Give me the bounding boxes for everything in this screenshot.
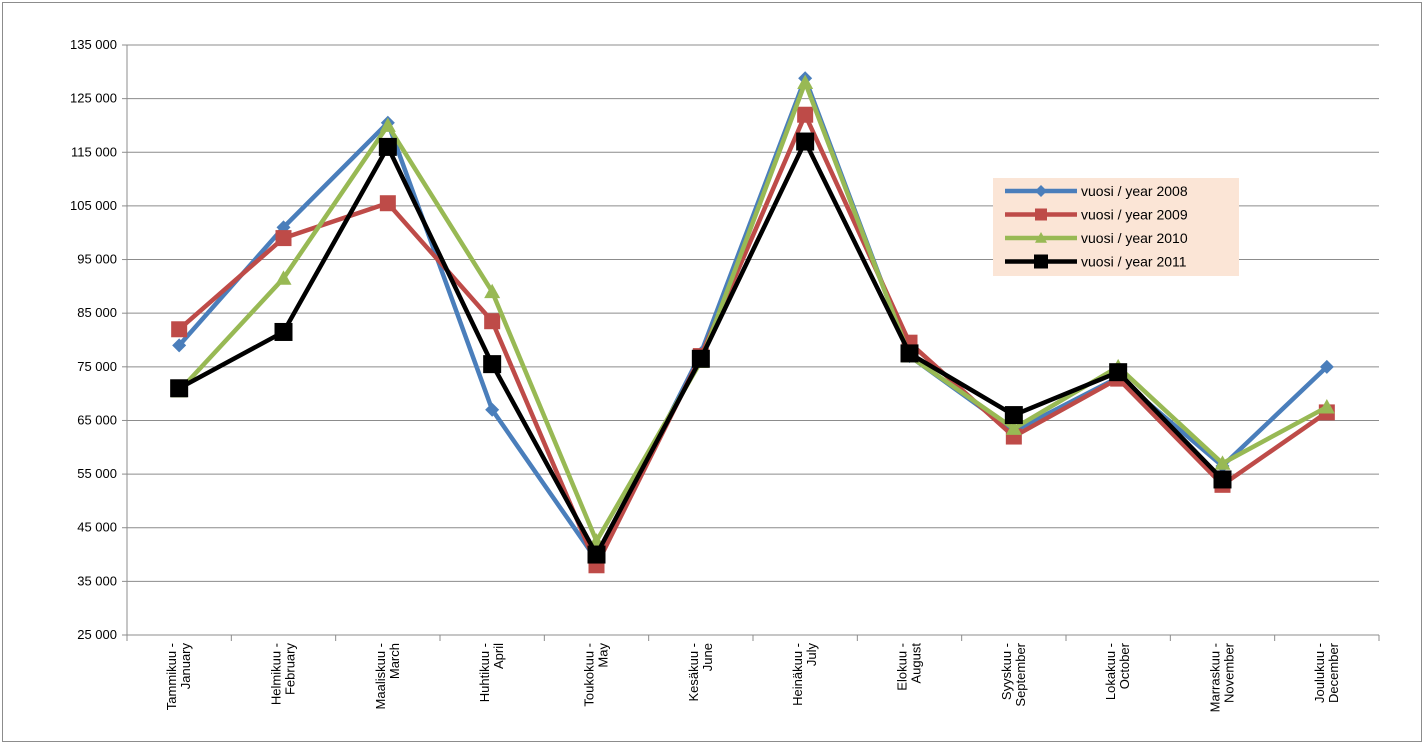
data-point (1005, 420, 1022, 435)
y-tick-label: 135 000 (70, 37, 117, 52)
series-1 (172, 71, 1334, 567)
x-category-label: Toukokuu - May (582, 643, 611, 707)
x-tick-label: July (804, 643, 819, 667)
data-point (171, 321, 188, 338)
data-point (1035, 208, 1047, 221)
y-tick-label: 55 000 (77, 466, 117, 481)
x-tick-label: Helmikuu - (269, 643, 284, 705)
data-point (1035, 232, 1047, 243)
series-3 (171, 74, 1335, 548)
data-point (900, 344, 919, 363)
line-chart: 25 000 35 000 45 000 55 000 65 000 75 000 85 0… (70, 37, 1380, 712)
x-tick-label: November (1222, 642, 1237, 703)
data-point (483, 355, 502, 374)
y-tick-label: 105 000 (70, 198, 117, 213)
data-point (1318, 399, 1335, 414)
x-tick-label: Lokakuu - (1103, 643, 1118, 700)
x-tick-label: October (1117, 642, 1132, 689)
y-tick-label: 25 000 (77, 627, 117, 642)
x-tick-label: March (387, 643, 402, 679)
x-tick-label: January (178, 643, 193, 690)
x-category-label: Syyskuu - September (999, 642, 1028, 706)
data-point (691, 349, 710, 368)
x-category-label: Elokuu - August (895, 643, 924, 691)
legend-label: vuosi / year 2008 (1081, 183, 1188, 199)
x-tick-label: Maaliskuu - (373, 643, 388, 709)
data-point (379, 195, 396, 212)
legend: vuosi / year 2008 vuosi / year 2009 vuosi … (993, 178, 1239, 276)
series-line (176, 80, 1330, 544)
y-tick-label: 35 000 (77, 573, 117, 588)
y-tick-label: 95 000 (77, 252, 117, 267)
x-tick-label: April (491, 643, 506, 669)
series-line (176, 76, 1330, 563)
data-point (1004, 406, 1023, 425)
data-point (1034, 254, 1048, 269)
x-category-label: Tammikuu - January (164, 643, 193, 711)
series-2 (171, 106, 1335, 574)
x-tick-label: Tammikuu - (164, 643, 179, 710)
y-tick-label: 125 000 (70, 91, 117, 106)
x-category-label: Huhtikuu - April (477, 643, 506, 702)
data-point (485, 402, 500, 417)
y-tick-label: 85 000 (77, 305, 117, 320)
x-tick-label: December (1326, 642, 1341, 703)
data-point (796, 132, 815, 151)
x-tick-label: August (909, 643, 924, 684)
y-tick-label: 45 000 (77, 520, 117, 535)
series-4 (170, 132, 1232, 564)
data-point (484, 313, 501, 330)
x-category-label: Heinäkuu - July (790, 643, 819, 706)
series-line (176, 112, 1330, 568)
x-tick-label: September (1013, 642, 1028, 706)
data-point (275, 270, 292, 285)
x-tick-label: Syyskuu - (999, 643, 1014, 700)
data-point (1319, 359, 1334, 374)
axes: 25 000 35 000 45 000 55 000 65 000 75 000 85 0… (70, 37, 1380, 712)
legend-label: vuosi / year 2009 (1081, 207, 1188, 223)
x-tick-label: June (700, 643, 715, 671)
data-point (379, 117, 396, 132)
data-point (170, 379, 189, 398)
x-category-label: Joulukuu - December (1312, 642, 1341, 703)
x-category-label: Lokakuu - October (1103, 642, 1132, 700)
x-category-label: Kesäkuu - June (686, 643, 715, 702)
x-tick-label: February (283, 643, 298, 696)
data-point (275, 230, 292, 247)
data-point (484, 283, 501, 299)
x-category-label: Helmikuu - February (269, 643, 298, 706)
y-tick-label: 75 000 (77, 359, 117, 374)
x-category-label: Marraskuu - November (1208, 642, 1237, 712)
data-point (1109, 363, 1128, 382)
data-point (378, 137, 397, 156)
x-tick-label: Huhtikuu - (477, 643, 492, 702)
data-point (797, 106, 814, 123)
x-category-label: Maaliskuu - March (373, 643, 402, 709)
x-tick-label: Heinäkuu - (790, 643, 805, 706)
x-tick-label: Kesäkuu - (686, 643, 701, 702)
series-lines (170, 71, 1335, 574)
data-point (1213, 470, 1232, 489)
legend-label: vuosi / year 2010 (1081, 230, 1188, 246)
grid-lines (127, 44, 1379, 582)
data-point (1214, 455, 1231, 470)
y-tick-label: 65 000 (77, 412, 117, 427)
x-tick-label: Joulukuu - (1312, 643, 1327, 703)
x-tick-label: Toukokuu - (582, 643, 597, 707)
data-point (587, 545, 606, 564)
data-point (172, 338, 187, 353)
x-tick-label: Marraskuu - (1208, 643, 1223, 712)
data-point (797, 74, 814, 89)
data-point (274, 322, 293, 341)
x-tick-label: May (596, 643, 611, 668)
x-tick-label: Elokuu - (895, 643, 910, 691)
legend-label: vuosi / year 2011 (1081, 254, 1187, 270)
data-point (1035, 185, 1047, 197)
y-tick-label: 115 000 (71, 144, 117, 159)
